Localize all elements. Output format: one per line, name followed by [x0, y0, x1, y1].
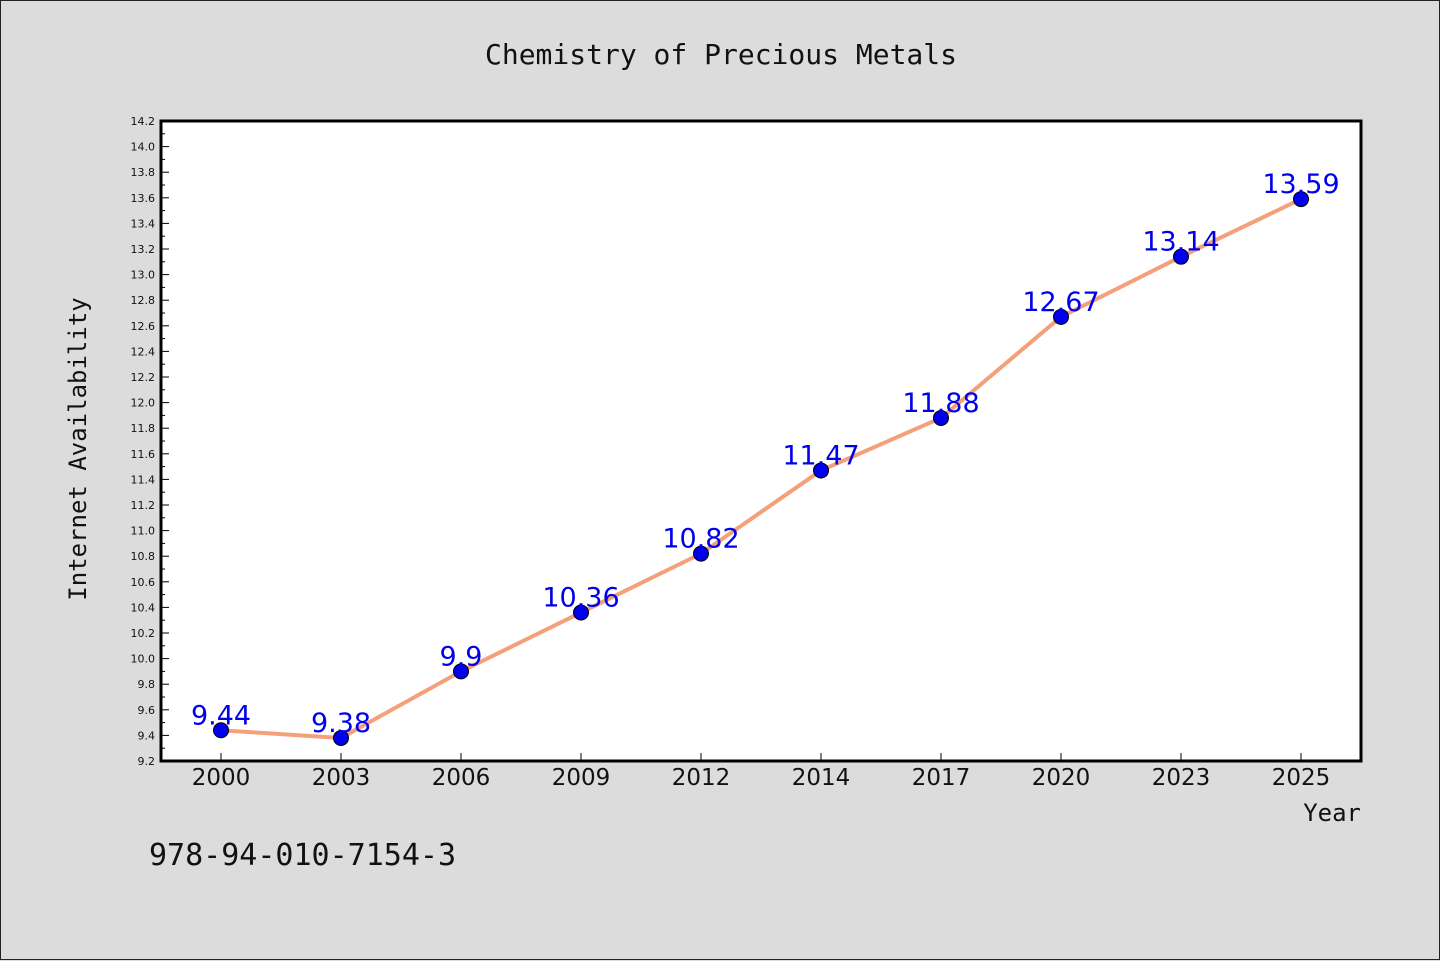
data-label: 9.38 [311, 708, 371, 739]
x-tick-label: 2025 [1272, 765, 1331, 791]
y-tick-label: 9.6 [138, 704, 156, 717]
data-point [693, 545, 709, 562]
y-tick-label: 10.0 [131, 653, 156, 666]
x-tick-label: 2009 [552, 765, 611, 791]
data-point [453, 663, 469, 680]
x-tick-label: 2017 [912, 765, 971, 791]
chart-title: Chemistry of Precious Metals [485, 38, 957, 71]
y-tick-label: 9.2 [138, 755, 156, 768]
data-point [1053, 308, 1069, 325]
data-label: 10.82 [662, 524, 739, 555]
y-tick-label: 10.8 [131, 550, 156, 563]
x-tick-label: 2003 [312, 765, 371, 791]
data-label: 11.47 [782, 440, 859, 471]
y-axis-label: Internet Availability [64, 297, 92, 600]
y-tick-label: 11.0 [131, 525, 156, 538]
y-tick-label: 12.4 [131, 345, 156, 358]
y-tick-label: 13.2 [131, 243, 156, 256]
data-label: 10.36 [542, 583, 619, 614]
data-label: 13.14 [1142, 227, 1219, 258]
y-tick-label: 13.4 [131, 217, 156, 230]
y-tick-label: 10.6 [131, 576, 156, 589]
series-markers-group [213, 191, 1309, 746]
y-tick-label: 11.6 [131, 448, 156, 461]
plot-border [159, 119, 1363, 763]
y-tick-label: 11.8 [131, 422, 156, 435]
x-tick-label: 2020 [1032, 765, 1091, 791]
y-tick-label: 10.2 [131, 627, 156, 640]
data-point [813, 462, 829, 479]
data-point [213, 722, 229, 739]
data-point [573, 604, 589, 621]
y-tick-label: 9.4 [138, 729, 156, 742]
y-axis-ticks: 9.2 9.4 9.6 9.8 10.0 10.2 10.4 10.6 10.8 11.0 11.2… [131, 115, 169, 768]
data-label: 9.44 [191, 700, 251, 731]
x-tick-label: 2006 [432, 765, 491, 791]
y-tick-label: 12.6 [131, 320, 156, 333]
data-label: 12.67 [1022, 287, 1099, 318]
y-tick-label: 12.0 [131, 397, 156, 410]
data-labels-group: 9.44 9.38 9.9 10.36 10.82 11.47 11.88 12.67 13.1… [191, 169, 1340, 739]
y-tick-label: 12.2 [131, 371, 156, 384]
data-point [1173, 248, 1189, 265]
x-tick-label: 2012 [672, 765, 731, 791]
y-tick-label: 14.2 [131, 115, 156, 128]
y-tick-label: 13.0 [131, 269, 156, 282]
data-point [333, 729, 349, 746]
y-tick-label: 10.4 [131, 601, 156, 614]
isbn-text: 978-94-010-7154-3 [149, 838, 456, 873]
y-tick-label: 11.2 [131, 499, 156, 512]
x-tick-label: 2000 [192, 765, 251, 791]
data-point [1293, 191, 1309, 208]
x-tick-label: 2023 [1152, 765, 1211, 791]
y-tick-label: 13.6 [131, 192, 156, 205]
x-axis-ticks: 2000 2003 2006 2009 2012 2014 2017 2020 2023 2025 [192, 753, 1331, 791]
plot-area [161, 121, 1361, 761]
x-tick-label: 2014 [792, 765, 851, 791]
y-tick-label: 12.8 [131, 294, 156, 307]
series-line [219, 197, 1303, 740]
data-point [933, 409, 949, 426]
y-tick-label: 9.8 [138, 678, 156, 691]
data-label: 11.88 [902, 388, 979, 419]
y-tick-label: 11.4 [131, 473, 156, 486]
x-axis-label: Year [1303, 799, 1361, 827]
data-label: 13.59 [1262, 169, 1339, 200]
series-line-group [219, 197, 1303, 740]
data-label: 9.9 [440, 641, 483, 672]
y-tick-label: 13.8 [131, 166, 156, 179]
y-tick-label: 14.0 [131, 141, 156, 154]
